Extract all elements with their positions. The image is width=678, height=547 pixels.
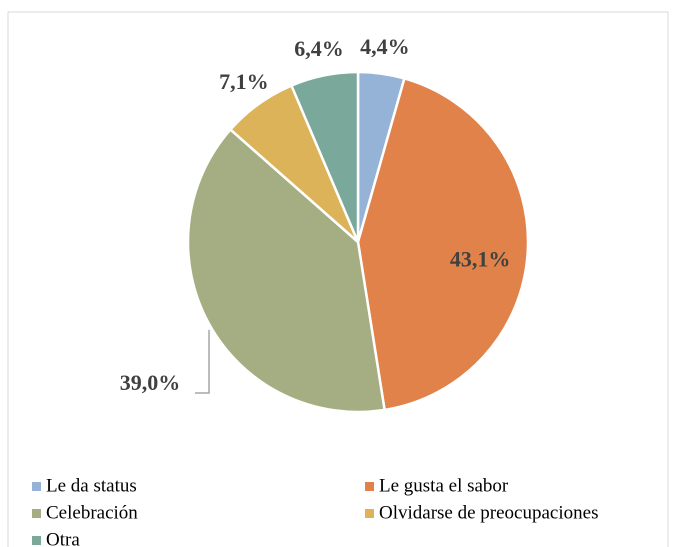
data-label: 4,4%	[360, 34, 410, 59]
chart-frame	[7, 11, 669, 547]
legend-label: Le da status	[46, 475, 137, 496]
legend-swatch	[32, 536, 41, 545]
legend-label: Celebración	[46, 502, 138, 523]
legend-label: Le gusta el sabor	[379, 475, 509, 496]
leader-line	[195, 329, 210, 394]
pie-slice	[186, 127, 387, 414]
data-label: 39,0%	[120, 370, 181, 395]
legend-swatch	[365, 509, 374, 518]
pie-slice	[289, 70, 360, 243]
pie-slice	[356, 76, 530, 412]
legend-swatch	[32, 509, 41, 518]
data-label: 43,1%	[450, 246, 511, 271]
legend-swatch	[32, 482, 41, 491]
legend-label: Otra	[46, 529, 80, 547]
data-label: 6,4%	[294, 36, 344, 61]
legend-swatch	[365, 482, 374, 491]
data-label: 7,1%	[219, 69, 269, 94]
legend-label: Olvidarse de preocupaciones	[379, 502, 598, 523]
